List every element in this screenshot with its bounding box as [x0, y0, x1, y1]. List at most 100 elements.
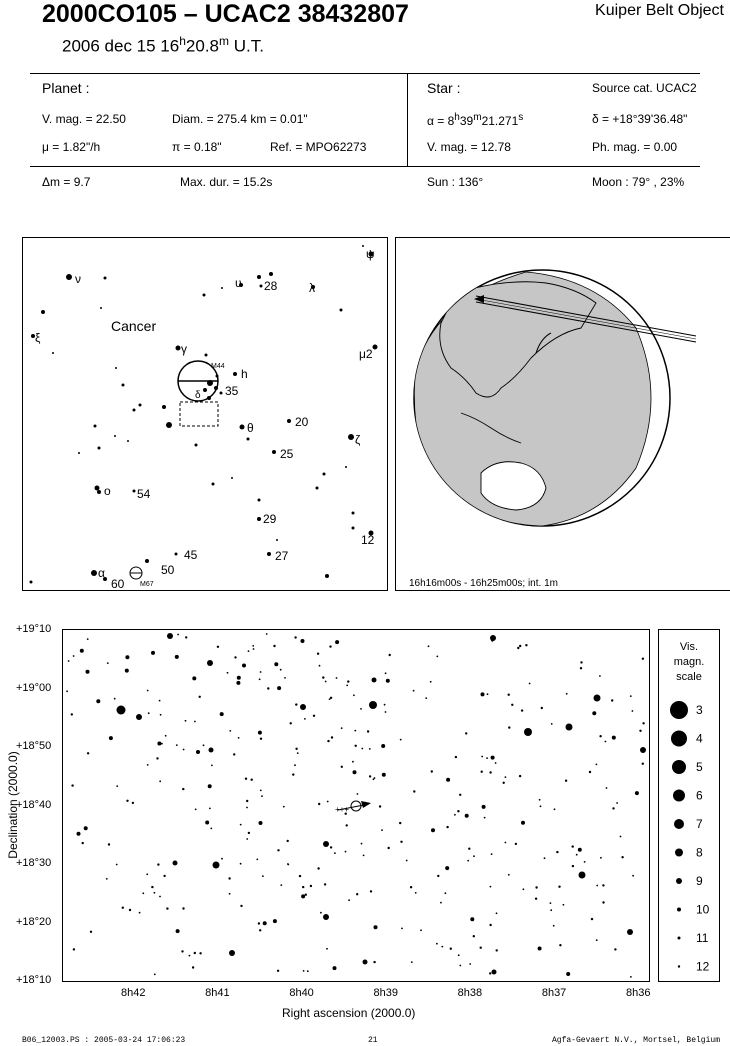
finder-label-m44: M44	[211, 363, 225, 370]
chart-star-159	[528, 682, 531, 685]
chart-star-bright-7	[323, 841, 329, 847]
chart-star-65	[602, 901, 605, 904]
chart-star-120	[108, 736, 113, 741]
legend-dot-4	[671, 730, 687, 747]
finder-star-4	[368, 251, 374, 257]
chart-star-bright-15	[229, 950, 235, 956]
chart-star-99	[329, 696, 333, 699]
chart-star-118	[465, 732, 468, 735]
chart-star-297	[205, 820, 210, 825]
chart-star-259	[240, 904, 243, 908]
chart-star-283	[159, 780, 162, 783]
chart-star-251	[146, 873, 149, 876]
chart-star-143	[564, 779, 568, 782]
chart-star-96	[558, 885, 561, 888]
chart-star-236	[362, 854, 365, 857]
chart-star-193	[296, 752, 299, 754]
chart-star-230	[641, 762, 644, 765]
chart-star-282	[246, 806, 248, 809]
chart-star-176	[385, 678, 390, 683]
chart-star-121	[277, 686, 282, 691]
finder-label-28: 28	[264, 279, 278, 293]
chart-star-38	[596, 884, 599, 887]
chart-star-302	[538, 798, 541, 801]
delta-mag: Δm = 9.7	[42, 175, 91, 189]
chart-star-296	[262, 921, 267, 926]
chart-star-22	[181, 950, 184, 953]
chart-star-247	[259, 929, 262, 932]
chart-star-294	[146, 689, 149, 692]
finder-label-35: 35	[225, 384, 239, 398]
chart-star-271	[239, 823, 242, 826]
ra-tick-label: 8h37	[541, 987, 567, 999]
earth-globe-panel: 16h16m00s - 16h25m00s; int. 1m	[395, 237, 730, 591]
chart-star-174	[495, 949, 498, 952]
finder-star-26	[287, 419, 291, 423]
chart-star-73	[511, 703, 514, 706]
legend-mag-label: 9	[696, 874, 703, 888]
finder-label-60: 60	[111, 577, 125, 590]
chart-star-58	[159, 895, 161, 898]
chart-star-125	[580, 661, 583, 664]
chart-star-264	[142, 892, 145, 895]
chart-star-238	[521, 820, 525, 825]
chart-star-147	[295, 747, 298, 750]
legend-dot-12	[677, 965, 681, 968]
star-phmag: Ph. mag. = 0.00	[592, 140, 678, 154]
chart-star-162	[373, 925, 378, 930]
finder-star-13	[339, 308, 343, 312]
finder-star-39	[246, 437, 250, 441]
legend-dot-8	[675, 848, 683, 857]
chart-star-50	[599, 735, 602, 738]
legend-dot-3	[670, 701, 688, 719]
chart-star-216	[332, 966, 337, 971]
legend-dot-7	[674, 819, 684, 829]
chart-star-300	[464, 813, 469, 818]
chart-star-278	[131, 801, 135, 805]
chart-star-265	[446, 777, 451, 782]
page-title: 2000CO105 – UCAC2 38432807	[42, 0, 409, 28]
finder-label-45: 45	[184, 548, 198, 562]
finder-star-32	[162, 405, 166, 409]
star-alpha: α = 8h39m21.271s	[427, 112, 524, 128]
finder-star-33	[93, 424, 97, 428]
finder-chart: Cancer ν υ 28 λ ψ ξ μ2 γ M44 h 35 θ 20 ζ…	[22, 237, 388, 591]
chart-star-87	[210, 827, 213, 830]
finder-label-xi: ξ	[35, 331, 41, 345]
finder-label-29: 29	[263, 512, 277, 526]
chart-star-275	[146, 764, 149, 766]
finder-star-49	[257, 517, 261, 521]
chart-star-217	[356, 893, 359, 896]
chart-star-63	[316, 652, 320, 655]
chart-star-228	[571, 845, 574, 848]
finder-label-nu: ν	[75, 272, 81, 286]
chart-star-17	[124, 668, 129, 673]
chart-star-285	[356, 793, 359, 795]
chart-star-102	[242, 663, 246, 668]
finder-label-upsilon: υ	[235, 276, 242, 290]
chart-star-29	[588, 770, 592, 774]
chart-star-197	[481, 755, 484, 758]
dec-tick-label: +18°30	[16, 857, 52, 869]
finder-label-m67: M67	[140, 581, 154, 588]
chart-star-139	[194, 720, 196, 723]
chart-star-232	[621, 856, 624, 859]
chart-star-279	[631, 710, 634, 712]
chart-star-bright-9	[565, 723, 573, 731]
chart-star-171	[306, 970, 309, 973]
chart-star-281	[106, 662, 109, 664]
chart-star-18	[83, 826, 88, 831]
chart-star-95	[138, 911, 141, 914]
chart-star-314	[562, 903, 565, 906]
chart-star-235	[517, 646, 520, 650]
legend-title-line: scale	[676, 671, 702, 683]
chart-star-227	[193, 951, 196, 955]
chart-star-52	[258, 821, 263, 825]
chart-star-88	[277, 849, 280, 852]
chart-star-16	[446, 825, 449, 829]
chart-star-199	[616, 802, 618, 804]
finder-star-27	[348, 434, 354, 440]
finder-star-60	[276, 539, 278, 541]
chart-star-133	[194, 808, 197, 811]
chart-star-14	[413, 790, 416, 793]
